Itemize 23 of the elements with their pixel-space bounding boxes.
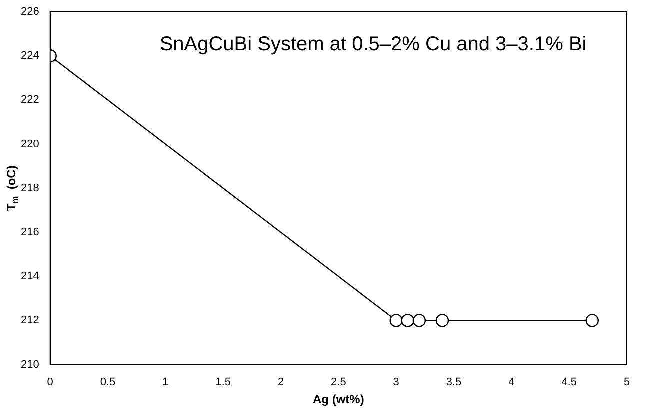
y-tick-label: 216: [20, 226, 40, 239]
x-tick-label: 4: [508, 376, 515, 388]
text: SnAgCuBi System at 0.5–2% Cu and 3–3.1% Bi: [160, 34, 587, 56]
x-tick-label: 2: [278, 376, 284, 388]
x-axis-title: Ag (wt%): [313, 392, 364, 406]
x-tick-label: 3.5: [446, 376, 462, 388]
y-tick-label: 214: [20, 270, 40, 283]
x-tick-label: 1.5: [216, 376, 231, 388]
x-tick-label: 2.5: [331, 376, 346, 388]
y-tick-label: 224: [20, 50, 40, 62]
y-axis-title: Tm (oC): [4, 166, 20, 212]
y-tick-label: 220: [20, 138, 40, 150]
y-tick-label: 218: [20, 182, 40, 194]
y-tick-label: 226: [20, 6, 40, 18]
y-tick-label: 212: [20, 314, 40, 327]
y-tick-label: 210: [20, 358, 40, 371]
x-tick-label: 3: [393, 376, 400, 388]
y-tick-label: 222: [20, 94, 40, 106]
x-tick-label: 0.5: [100, 376, 116, 388]
x-tick-label: 5: [624, 376, 630, 388]
x-tick-label: 1: [162, 376, 169, 388]
x-tick-label: 0: [47, 376, 54, 388]
x-tick-label: 4.5: [562, 376, 577, 388]
